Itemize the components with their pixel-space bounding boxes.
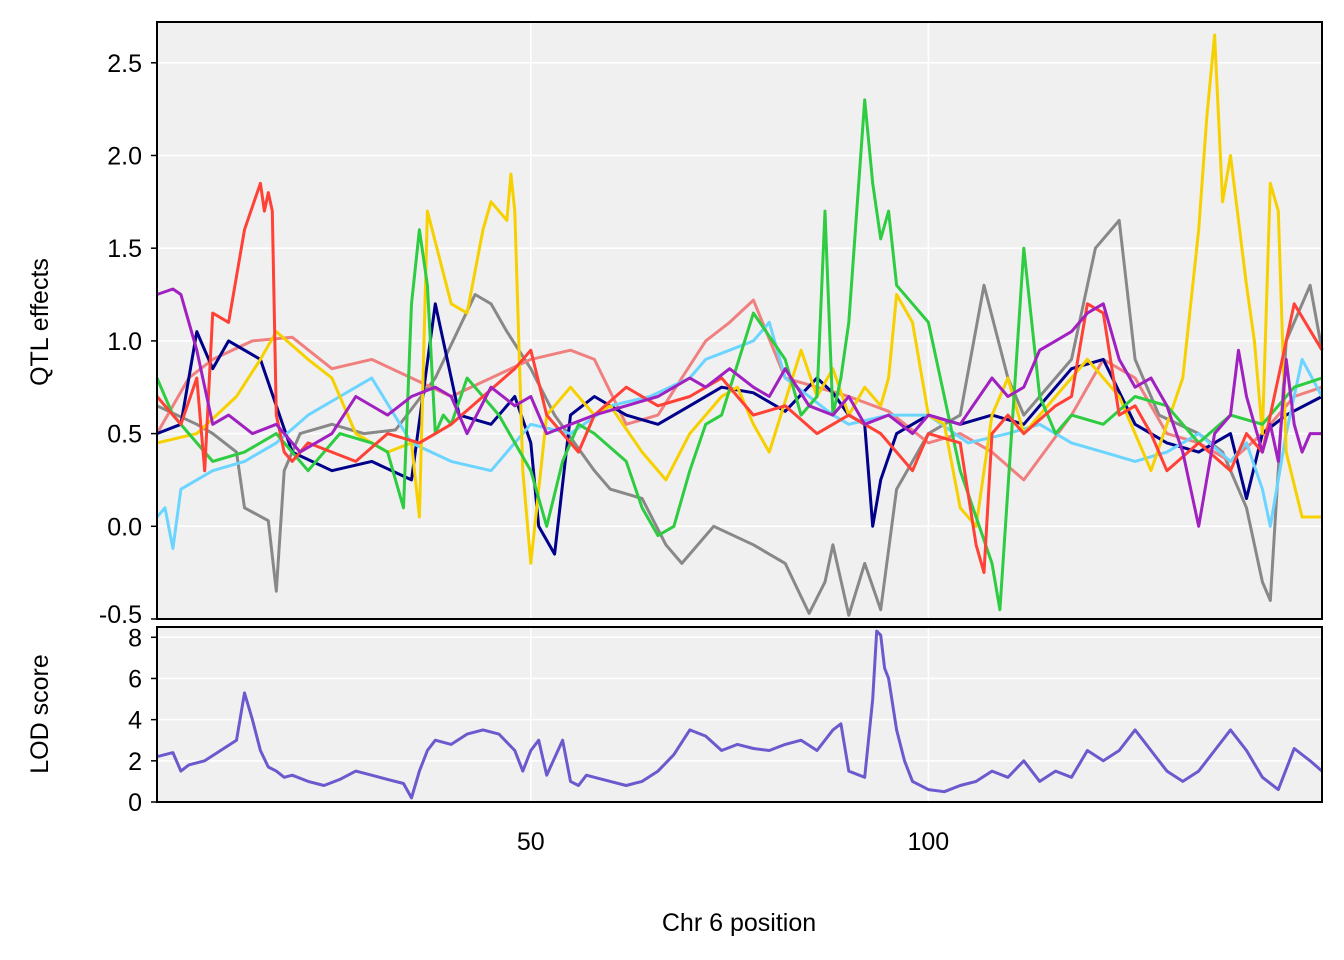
lod-score-panel-background [157,627,1322,802]
lod-score-y-tick-label: 4 [128,707,142,735]
qtl-effects-series-line-2 [155,298,1323,482]
qtl-effects-y-tick-label: 0.5 [107,421,142,449]
qtl-effects-y-tick-label: 0.0 [107,513,142,541]
lod-score-series-line-1 [156,629,1323,800]
x-tick-label: 50 [517,828,545,856]
lod-score-series [156,629,1323,800]
lod-score-y-tick-label: 6 [128,665,142,693]
qtl-effects-series-line-7 [155,181,1324,575]
qtl-effects-y-tick-label: 2.5 [107,50,142,78]
qtl-effects-y-tick-label: -0.5 [99,601,142,629]
qtl-effects-y-ticks: -0.5 0.0 0.5 1.0 1.5 2.0 2.5 [99,50,157,629]
x-axis-ticks: 50 100 [517,828,949,856]
qtl-effects-y-tick-label: 1.0 [107,328,142,356]
lod-score-y-tick-label: 8 [128,624,142,652]
qtl-effects-series-line-1 [156,218,1324,617]
qtl-effects-series [155,33,1324,617]
qtl-effects-series-line-5 [156,33,1322,565]
qtl-effects-y-tick-label: 1.5 [107,235,142,263]
lod-score-y-tick-label: 2 [128,748,142,776]
lod-score-axis-title: LOD score [26,654,54,773]
qtl-effects-panel-background [157,22,1322,619]
lod-score-panel-border [156,626,1323,803]
qtl-effects-y-tick-label: 2.0 [107,142,142,170]
x-tick-label: 100 [908,828,950,856]
qtl-effects-series-line-6 [155,98,1323,612]
lod-score-y-ticks: 0 2 4 6 8 [128,624,157,817]
lod-score-y-tick-label: 0 [128,789,142,817]
qtl-effects-series-line-8 [156,287,1322,528]
qtl-effects-panel-border [156,21,1323,620]
qtl-effects-panel: -0.5 0.0 0.5 1.0 1.5 2.0 2.5 [99,21,1324,629]
lod-score-panel: 0 2 4 6 8 50 100 [128,624,1323,856]
qtl-effects-axis-title: QTL effects [26,258,54,386]
qtl-effects-series-line-4 [155,320,1324,550]
x-axis-title: Chr 6 position [662,909,816,937]
